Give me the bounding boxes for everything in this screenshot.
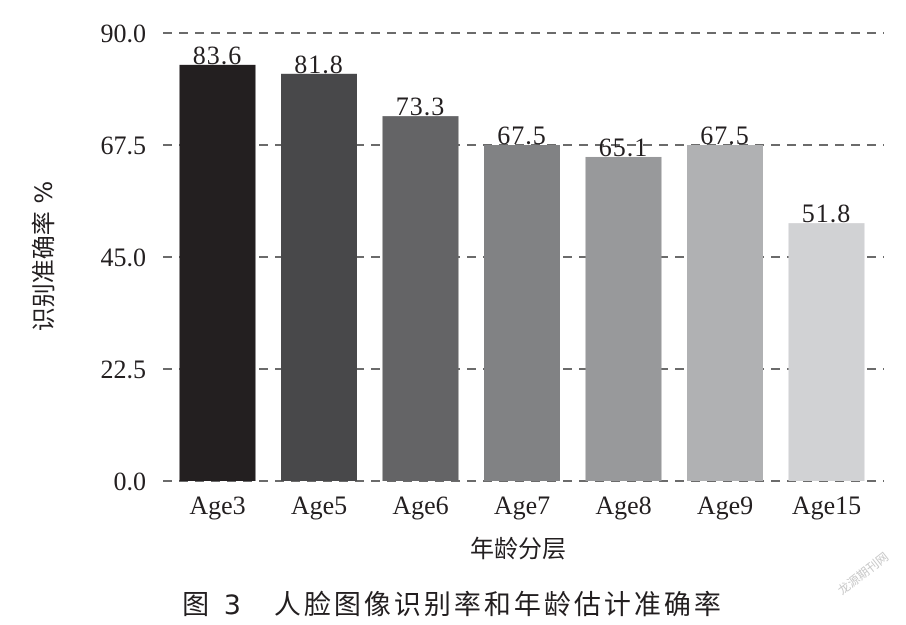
value-label: 67.5 [497, 121, 547, 150]
bar-age15 [788, 223, 865, 481]
y-axis-label: 识别准确率 % [30, 181, 58, 331]
y-tick-label: 0.0 [114, 467, 147, 496]
value-label: 67.5 [700, 121, 750, 150]
y-tick-label: 45.0 [101, 243, 147, 272]
bar-chart: 83.6 81.8 73.3 67.5 65.1 67.5 51.8 0.0 22.5 45.0… [30, 19, 884, 563]
y-tick-label: 90.0 [101, 19, 147, 48]
x-tick-label: Age15 [792, 491, 861, 520]
x-tick-label: Age5 [291, 491, 347, 520]
x-tick-label: Age9 [697, 491, 753, 520]
y-tick-labels: 0.0 22.5 45.0 67.5 90.0 [101, 19, 147, 496]
bar-age6 [382, 116, 459, 481]
y-tick-label: 67.5 [101, 131, 147, 160]
x-tick-labels: Age3 Age5 Age6 Age7 Age8 Age9 Age15 [189, 491, 861, 520]
bars [179, 64, 865, 482]
bar-age3 [179, 64, 256, 481]
bar-age5 [281, 73, 357, 481]
x-tick-label: Age6 [392, 491, 448, 520]
x-tick-label: Age3 [189, 491, 245, 520]
value-label: 51.8 [802, 199, 852, 228]
bar-age8 [585, 156, 662, 482]
x-tick-label: Age8 [595, 491, 651, 520]
value-labels: 83.6 81.8 73.3 67.5 65.1 67.5 51.8 [193, 41, 852, 228]
value-label: 81.8 [294, 50, 344, 79]
bar-age9 [687, 145, 763, 481]
x-axis-label: 年龄分层 [470, 535, 566, 563]
figure-caption: 图 3 人脸图像识别率和年龄估计准确率 [182, 590, 724, 621]
value-label: 65.1 [599, 133, 649, 162]
value-label: 83.6 [193, 41, 243, 70]
bar-age7 [484, 145, 560, 481]
value-label: 73.3 [396, 92, 446, 121]
x-tick-label: Age7 [494, 491, 550, 520]
y-tick-label: 22.5 [101, 355, 147, 384]
